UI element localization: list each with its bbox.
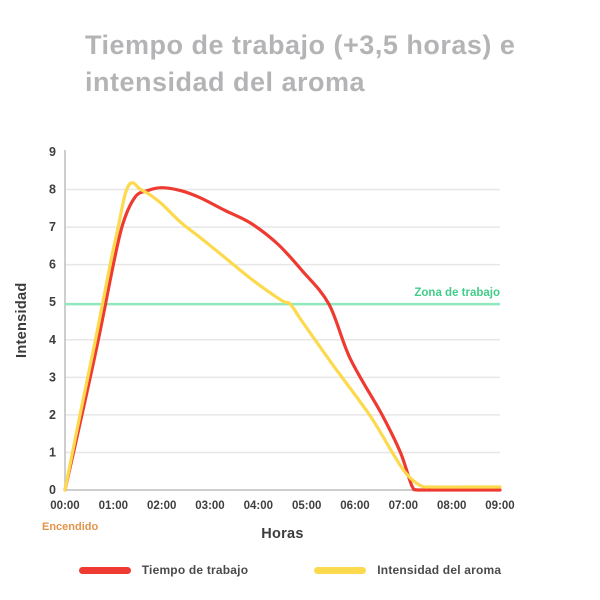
yellow-line-swatch-icon — [314, 566, 367, 574]
y-tick-label: 4 — [49, 333, 56, 347]
x-tick-label: 04:00 — [244, 500, 273, 512]
encendido-annotation: Encendido — [42, 521, 99, 533]
x-tick-label: 02:00 — [147, 500, 176, 512]
legend-label: Intensidad del aroma — [377, 563, 502, 577]
red-line-swatch-icon — [78, 566, 131, 574]
x-axis-title: Horas — [261, 526, 304, 542]
x-tick-label: 00:00 — [50, 500, 79, 512]
x-tick-label: 05:00 — [292, 500, 321, 512]
page-title-line1: Tiempo de trabajo (+3,5 horas) e — [85, 30, 516, 60]
y-tick-label: 1 — [49, 445, 56, 459]
x-tick-label: 07:00 — [389, 500, 418, 512]
y-tick-label: 6 — [49, 258, 56, 272]
chart-legend: Tiempo de trabajo Intensidad del aroma — [0, 563, 580, 577]
y-tick-label: 9 — [49, 145, 56, 159]
x-tick-label: 09:00 — [485, 500, 514, 512]
y-tick-label: 8 — [49, 183, 56, 197]
page-title: Tiempo de trabajo (+3,5 horas) e intensi… — [85, 27, 515, 101]
y-tick-label: 5 — [49, 295, 56, 309]
y-axis-title: Intensidad — [14, 282, 30, 358]
series-line-intensidad-del-aroma — [63, 181, 502, 492]
legend-item-intensidad-del-aroma: Intensidad del aroma — [314, 563, 501, 577]
y-tick-label: 0 — [49, 483, 56, 497]
legend-label: Tiempo de trabajo — [141, 563, 249, 577]
legend-item-tiempo-de-trabajo: Tiempo de trabajo — [78, 563, 249, 577]
y-tick-label: 2 — [49, 408, 56, 422]
x-tick-label: 06:00 — [340, 500, 369, 512]
x-tick-label: 01:00 — [99, 500, 128, 512]
page-title-line2: intensidad del aroma — [85, 67, 366, 97]
zona-de-trabajo-label: Zona de trabajo — [414, 287, 500, 299]
x-tick-label: 08:00 — [437, 500, 466, 512]
y-tick-label: 7 — [49, 220, 56, 234]
series-line-tiempo-de-trabajo — [63, 186, 502, 492]
x-tick-label: 03:00 — [195, 500, 224, 512]
y-tick-label: 3 — [49, 370, 56, 384]
